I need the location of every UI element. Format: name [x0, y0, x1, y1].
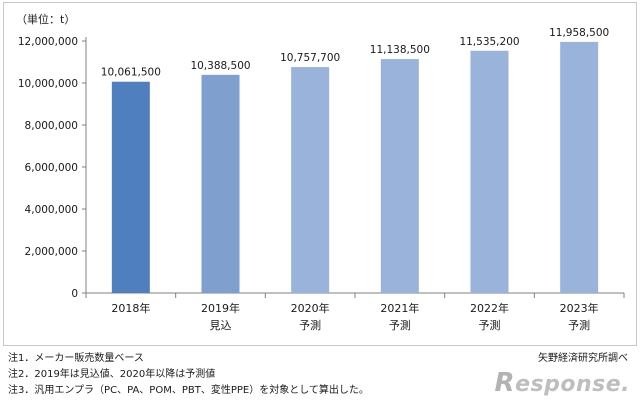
- x-category-sublabel: 予測: [479, 318, 501, 332]
- bar-value-label: 10,388,500: [190, 60, 250, 72]
- y-tick-label: 12,000,000: [18, 36, 78, 48]
- bar: [201, 74, 240, 294]
- bar-value-label: 10,757,700: [280, 52, 340, 64]
- footnotes: 注1．メーカー販売数量ベース 注2．2019年は見込値、2020年以降は予測値 …: [8, 351, 369, 399]
- x-category-sublabel: 予測: [389, 318, 411, 332]
- x-category-sublabel: 見込: [210, 319, 232, 332]
- x-category-sublabel: 予測: [299, 318, 321, 332]
- y-tick-label: 10,000,000: [18, 78, 78, 90]
- bar: [291, 67, 330, 293]
- x-category-label: 2021年: [380, 301, 419, 315]
- source-credit: 矢野経済研究所調べ: [538, 353, 628, 364]
- unit-label: （単位：t）: [16, 12, 75, 26]
- y-tick-label: 6,000,000: [25, 162, 78, 174]
- bar: [380, 59, 419, 294]
- y-tick-label: 0: [71, 288, 78, 300]
- bar-value-label: 11,958,500: [549, 27, 609, 39]
- x-category-label: 2020年: [291, 301, 330, 315]
- bar-value-label: 11,535,200: [459, 36, 519, 48]
- bar: [111, 81, 150, 294]
- y-tick-label: 8,000,000: [25, 120, 78, 132]
- footnote-3: 注3．汎用エンプラ（PC、PA、POM、PBT、変性PPE）を対象として算出した…: [8, 385, 369, 396]
- bar-value-label: 11,138,500: [370, 44, 430, 56]
- footnote-2: 注2．2019年は見込値、2020年以降は予測値: [8, 369, 216, 380]
- bar-value-label: 10,061,500: [101, 67, 161, 79]
- x-category-label: 2018年: [111, 301, 150, 315]
- response-watermark-logo: Response.: [494, 368, 630, 398]
- bar: [470, 50, 509, 293]
- x-category-label: 2022年: [470, 301, 509, 315]
- x-category-label: 2023年: [560, 301, 599, 315]
- y-tick-label: 4,000,000: [25, 204, 78, 216]
- x-category-label: 2019年: [201, 301, 240, 315]
- footnote-1: 注1．メーカー販売数量ベース: [8, 353, 144, 364]
- bar-chart: （単位：t） 0 2,000,000 4,000,000 6,000,000 8,000,…: [16, 12, 625, 332]
- y-tick-label: 2,000,000: [25, 246, 78, 258]
- bar: [560, 41, 599, 294]
- chart-frame: （単位：t） 0 2,000,000 4,000,000 6,000,000 8,000,…: [3, 2, 637, 346]
- x-category-sublabel: 予測: [568, 318, 590, 332]
